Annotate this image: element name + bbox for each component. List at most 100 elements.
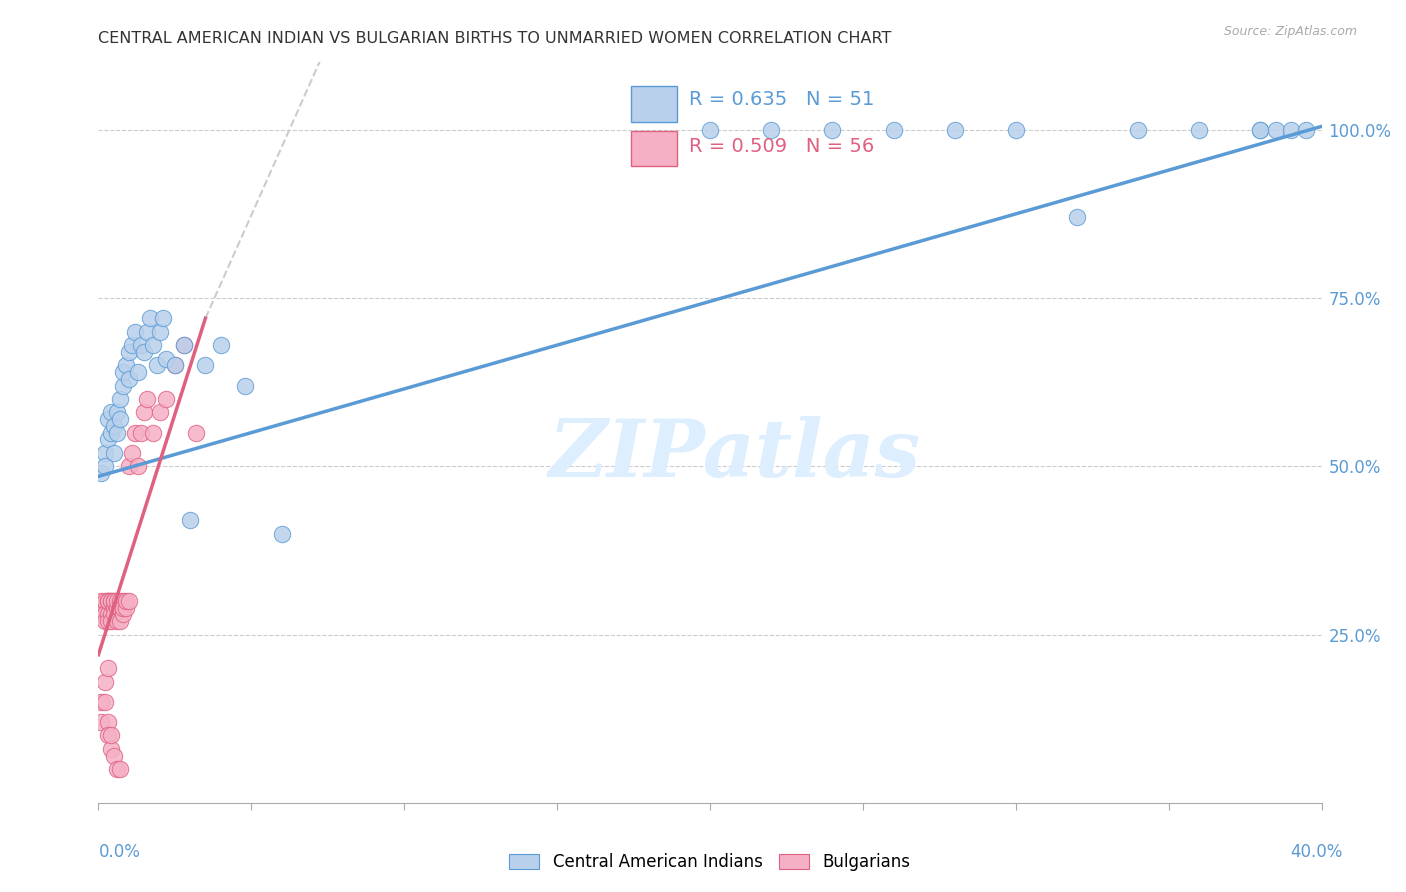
Point	[111, 365, 134, 379]
Point	[145, 359, 167, 373]
Point	[111, 594, 134, 608]
Point	[103, 600, 125, 615]
Point	[759, 122, 782, 136]
Point	[136, 392, 159, 406]
Point	[100, 614, 122, 628]
Point	[186, 425, 208, 440]
Point	[97, 614, 120, 628]
Point	[134, 344, 156, 359]
Point	[115, 359, 138, 373]
Text: 40.0%: 40.0%	[1291, 843, 1343, 861]
Point	[93, 614, 115, 628]
Point	[139, 311, 162, 326]
Point	[152, 311, 174, 326]
Point	[118, 372, 141, 386]
FancyBboxPatch shape	[630, 87, 678, 121]
Point	[149, 325, 172, 339]
Point	[124, 325, 146, 339]
Point	[93, 459, 115, 474]
Point	[100, 729, 122, 743]
Point	[105, 425, 128, 440]
Point	[100, 594, 122, 608]
Point	[209, 338, 232, 352]
Point	[179, 513, 201, 527]
Point	[134, 405, 156, 419]
Point	[97, 433, 120, 447]
Point	[93, 607, 115, 622]
Legend: Central American Indians, Bulgarians: Central American Indians, Bulgarians	[501, 845, 920, 880]
Point	[115, 600, 138, 615]
Point	[93, 695, 115, 709]
Point	[97, 661, 120, 675]
Text: 0.0%: 0.0%	[98, 843, 141, 861]
Point	[108, 614, 131, 628]
Point	[100, 742, 122, 756]
Point	[1249, 122, 1271, 136]
Point	[97, 412, 120, 426]
Point	[108, 600, 131, 615]
Point	[108, 412, 131, 426]
Point	[115, 594, 138, 608]
Point	[111, 600, 134, 615]
Point	[173, 338, 195, 352]
Point	[883, 122, 905, 136]
Point	[105, 600, 128, 615]
Point	[103, 594, 125, 608]
Point	[699, 122, 721, 136]
Point	[103, 446, 125, 460]
Point	[155, 392, 177, 406]
Point	[155, 351, 177, 366]
Text: CENTRAL AMERICAN INDIAN VS BULGARIAN BIRTHS TO UNMARRIED WOMEN CORRELATION CHART: CENTRAL AMERICAN INDIAN VS BULGARIAN BIR…	[98, 31, 891, 46]
Point	[105, 405, 128, 419]
Text: R = 0.635   N = 51: R = 0.635 N = 51	[689, 90, 875, 109]
Point	[118, 459, 141, 474]
Point	[124, 425, 146, 440]
Point	[149, 405, 172, 419]
Point	[118, 594, 141, 608]
Point	[97, 729, 120, 743]
Point	[108, 594, 131, 608]
Point	[821, 122, 844, 136]
Point	[943, 122, 966, 136]
Point	[100, 425, 122, 440]
Point	[270, 526, 292, 541]
Text: R = 0.509   N = 56: R = 0.509 N = 56	[689, 136, 875, 155]
Point	[127, 459, 149, 474]
Point	[93, 594, 115, 608]
Point	[1264, 122, 1286, 136]
Point	[129, 338, 152, 352]
Text: ZIPatlas: ZIPatlas	[548, 416, 921, 493]
Point	[1279, 122, 1302, 136]
Point	[1066, 211, 1088, 225]
Point	[163, 359, 186, 373]
Point	[105, 762, 128, 776]
Point	[1295, 122, 1317, 136]
Text: Source: ZipAtlas.com: Source: ZipAtlas.com	[1223, 25, 1357, 38]
Point	[90, 714, 112, 729]
Point	[103, 607, 125, 622]
Point	[100, 607, 122, 622]
Point	[121, 446, 143, 460]
Point	[129, 425, 152, 440]
Point	[90, 607, 112, 622]
Point	[142, 425, 165, 440]
Point	[105, 614, 128, 628]
Point	[100, 594, 122, 608]
Point	[108, 762, 131, 776]
Point	[108, 600, 131, 615]
Point	[97, 594, 120, 608]
Point	[103, 594, 125, 608]
Point	[1249, 122, 1271, 136]
Point	[97, 594, 120, 608]
Point	[136, 325, 159, 339]
Point	[103, 748, 125, 763]
Point	[105, 594, 128, 608]
Point	[93, 446, 115, 460]
Point	[121, 338, 143, 352]
Point	[233, 378, 256, 392]
Point	[163, 359, 186, 373]
Point	[1004, 122, 1026, 136]
Point	[90, 466, 112, 480]
Point	[90, 594, 112, 608]
Point	[97, 607, 120, 622]
